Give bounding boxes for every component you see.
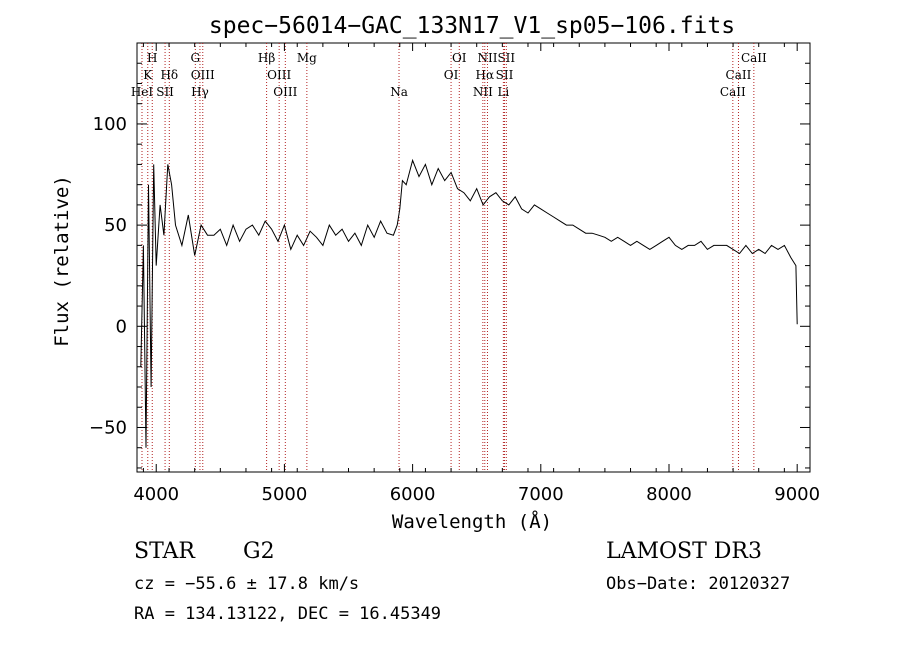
spectral-line-label: OI — [444, 68, 459, 82]
spectral-line-label: Hγ — [191, 85, 209, 99]
x-axis-label: Wavelength (Å) — [392, 510, 552, 533]
redshift-cz: cz = −55.6 ± 17.8 km/s — [134, 574, 360, 594]
spectral-line-label: HeI — [131, 85, 154, 99]
spectral-line-label: Hδ — [160, 68, 178, 82]
spectral-line-label: SII — [156, 85, 174, 99]
x-tick-label: 9000 — [774, 484, 820, 505]
spectral-line-label: Li — [497, 85, 509, 99]
y-tick-label: 0 — [116, 316, 127, 337]
spectral-line-label: Hα — [475, 68, 494, 82]
y-tick-label: −50 — [89, 417, 127, 438]
object-class: STAR — [134, 539, 195, 564]
chart-title: spec−56014−GAC_133N17_V1_sp05−106.fits — [209, 13, 735, 39]
y-axis-label: Flux (relative) — [51, 175, 73, 347]
spectral-line-label: NII — [477, 51, 497, 65]
spectral-line-label: Mg — [297, 51, 317, 65]
spectral-lines: HK HeI Hδ SII G OIII Hγ Hβ OIII OIII Mg Na OI OI NII Hα… — [131, 43, 767, 472]
spectral-line-label: H — [147, 51, 157, 65]
observation-date: Obs−Date: 20120327 — [606, 574, 791, 594]
axis-ticks: 4000 5000 6000 7000 8000 9000 −50 0 50 100 — [89, 42, 820, 505]
spectral-line-label: G — [191, 51, 201, 65]
spectral-line-label: SII — [497, 51, 515, 65]
x-tick-label: 8000 — [646, 484, 692, 505]
spectral-line-label: CaII — [726, 68, 752, 82]
spectral-line-label: SII — [496, 68, 514, 82]
spectral-line-label: NII — [473, 85, 493, 99]
object-subclass: G2 — [243, 539, 275, 564]
series-line-flux — [140, 158, 798, 448]
spectral-line-label: K — [143, 68, 153, 82]
x-tick-label: 5000 — [262, 484, 308, 505]
spectral-line-label: CaII — [720, 85, 746, 99]
spectral-line-label: OIII — [267, 68, 291, 82]
x-tick-label: 7000 — [518, 484, 564, 505]
spectral-line-label: CaII — [741, 51, 767, 65]
spectral-line-label: OI — [452, 51, 467, 65]
plot-frame — [136, 42, 811, 473]
spectral-line-label: Hβ — [258, 51, 275, 65]
spectral-line-label: OIII — [191, 68, 215, 82]
x-tick-label: 4000 — [133, 484, 179, 505]
y-tick-label: 50 — [104, 215, 127, 236]
y-tick-label: 100 — [93, 114, 127, 135]
flux-series — [140, 158, 798, 448]
spectral-line-label: OIII — [273, 85, 297, 99]
survey-name: LAMOST DR3 — [606, 539, 762, 564]
coordinates: RA = 134.13122, DEC = 16.45349 — [134, 604, 442, 624]
spectral-line-label: Na — [390, 85, 408, 99]
x-tick-label: 6000 — [390, 484, 436, 505]
